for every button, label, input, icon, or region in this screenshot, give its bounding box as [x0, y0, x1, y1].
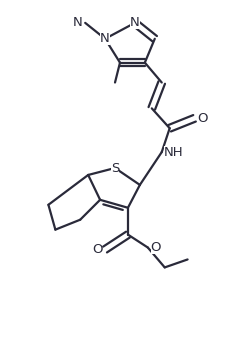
Text: N: N [130, 17, 140, 29]
Text: O: O [151, 241, 161, 254]
Text: N: N [100, 32, 110, 45]
Text: S: S [111, 161, 119, 175]
Text: O: O [92, 243, 102, 256]
Text: NH: NH [164, 146, 184, 159]
Text: O: O [197, 112, 208, 125]
Text: N: N [72, 17, 82, 29]
